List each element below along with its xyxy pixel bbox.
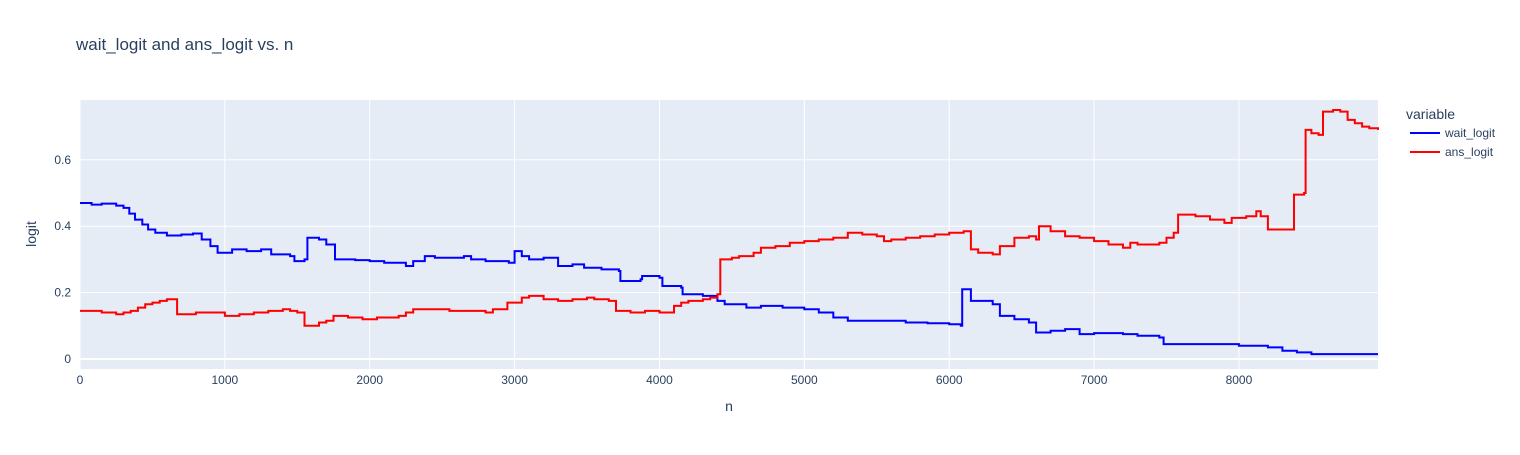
x-tick-label: 5000 xyxy=(791,373,818,387)
y-tick-label: 0.2 xyxy=(54,286,71,300)
legend-entry-label: ans_logit xyxy=(1445,145,1494,159)
y-axis-label: logit xyxy=(23,221,39,247)
x-tick-label: 3000 xyxy=(501,373,528,387)
plot-background xyxy=(80,100,1378,369)
legend-entry-label: wait_logit xyxy=(1444,126,1496,140)
x-tick-label: 0 xyxy=(77,373,84,387)
y-gridlines xyxy=(80,159,1378,361)
series-line-wait-logit xyxy=(80,202,1378,356)
series-layer xyxy=(80,109,1379,356)
series-line-ans-logit xyxy=(80,109,1379,327)
x-tick-label: 8000 xyxy=(1226,373,1253,387)
x-gridlines xyxy=(79,100,1240,369)
chart-title: wait_logit and ans_logit vs. n xyxy=(75,35,293,54)
x-tick-labels: 0 1000 2000 3000 4000 5000 6000 7000 8000 xyxy=(77,373,1253,387)
x-tick-label: 1000 xyxy=(212,373,239,387)
x-tick-label: 2000 xyxy=(356,373,383,387)
y-tick-labels: 0 0.2 0.4 0.6 xyxy=(54,153,71,366)
y-tick-label: 0 xyxy=(64,352,71,366)
y-tick-label: 0.4 xyxy=(54,219,71,233)
legend-items: wait_logit ans_logit xyxy=(1410,126,1496,159)
legend-title: variable xyxy=(1406,106,1455,122)
x-tick-label: 4000 xyxy=(646,373,673,387)
y-tick-label: 0.6 xyxy=(54,153,71,167)
legend: variable wait_logit ans_logit xyxy=(1406,106,1496,159)
x-tick-label: 7000 xyxy=(1081,373,1108,387)
x-axis-label: n xyxy=(725,398,733,414)
x-tick-label: 6000 xyxy=(936,373,963,387)
